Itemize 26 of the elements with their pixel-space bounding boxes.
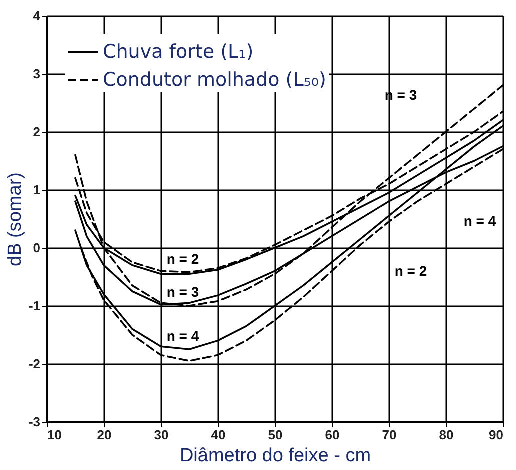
- y-tick-label: 3: [33, 66, 40, 82]
- x-tick-label: 40: [211, 428, 226, 442]
- y-tick-label: 1: [33, 182, 40, 198]
- x-tick-label: 10: [48, 428, 62, 442]
- legend-label: Condutor molhado (L₅₀): [103, 69, 326, 91]
- legend-label: Chuva forte (L₁): [103, 41, 254, 63]
- y-tick-label: 4: [33, 8, 42, 24]
- x-tick-label: 30: [154, 428, 169, 442]
- y-tick-label: 0: [33, 240, 40, 256]
- x-tick-label: 70: [382, 428, 397, 442]
- x-tick-label: 80: [439, 428, 454, 442]
- annotation: n = 4: [464, 213, 496, 229]
- annotation: n = 2: [166, 251, 200, 267]
- y-tick-label: -3: [28, 414, 40, 430]
- y-tick-label: -1: [28, 298, 40, 314]
- x-tick-label: 60: [325, 428, 340, 442]
- y-axis-title: dB (somar): [4, 172, 26, 266]
- annotation: n = 3: [166, 284, 200, 300]
- x-tick-label: 20: [97, 428, 112, 442]
- x-tick-label: 90: [489, 428, 504, 442]
- y-tick-label: -2: [28, 356, 40, 372]
- x-axis-title: Diâmetro do feixe - cm: [180, 446, 372, 466]
- annotation: n = 2: [394, 263, 428, 279]
- x-tick-label: 50: [268, 428, 283, 442]
- annotation: n = 4: [166, 328, 200, 344]
- y-tick-label: 2: [33, 124, 40, 140]
